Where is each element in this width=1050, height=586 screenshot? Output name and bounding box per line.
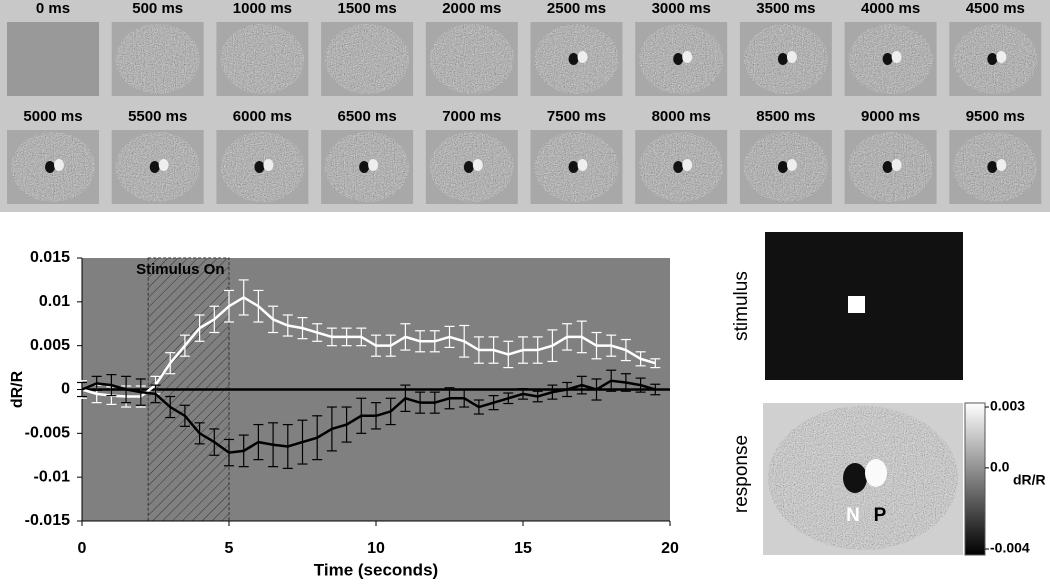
frame-dark-spot [45, 161, 55, 173]
frame-bright-spot [577, 159, 588, 171]
response-bright-spot [865, 459, 887, 487]
response-dark-spot [843, 463, 867, 493]
line-chart: Stimulus On 0.015 0.01 0.005 0 -0.005 -0.01 -0.… [9, 249, 679, 579]
frame-bright-spot [996, 51, 1007, 63]
series-line [81, 379, 656, 454]
colorbar-tick-label: 0.0 [990, 459, 1010, 475]
frame-dark-spot [882, 161, 893, 173]
frame-dark-spot [987, 161, 998, 173]
frame-dark-spot [568, 161, 579, 173]
stimulus-square [848, 296, 865, 313]
annotation: Stimulus On [136, 261, 224, 278]
y-tick-label: 0.005 [30, 337, 70, 354]
frame-label: 7500 ms [547, 108, 606, 125]
y-tick-label: 0 [61, 381, 70, 398]
frame-noise [115, 24, 200, 94]
frame-label: 6000 ms [233, 108, 292, 125]
frame-bright-spot [158, 159, 169, 171]
frame-dark-spot [777, 53, 788, 65]
frame-label: 2500 ms [547, 0, 606, 17]
frame-dark-spot [463, 161, 474, 173]
colorbar-ticks: 0.003 0.0 -0.004 [985, 398, 1030, 556]
colorbar-unit: dR/R [1013, 472, 1046, 488]
frame-bright-spot [891, 159, 902, 171]
frame-noise [220, 24, 305, 94]
frame-dark-spot [882, 53, 893, 65]
frame-noise [429, 24, 514, 94]
frame-bright-spot [472, 159, 483, 171]
frames: 0 ms 500 ms 1000 ms 1500 ms 2000 ms 2500 ms 30… [7, 0, 1042, 204]
frame-noise [325, 24, 410, 94]
y-tick-label: 0.01 [39, 293, 70, 310]
frame-dark-spot [673, 161, 684, 173]
frame-dark-spot [254, 161, 265, 173]
frame-label: 5000 ms [23, 108, 82, 125]
response-label: response [731, 435, 752, 513]
frame-bright-spot [263, 159, 274, 171]
marker-p: P [874, 505, 887, 526]
frame-bright-spot [682, 159, 693, 171]
frame-label: 3000 ms [652, 0, 711, 17]
frame-dark-spot [149, 161, 160, 173]
frame-bright-spot [786, 51, 797, 63]
frame-label: 9000 ms [861, 108, 920, 125]
frame-label: 500 ms [132, 0, 183, 17]
y-tick-label: -0.005 [25, 425, 70, 442]
frame-bright-spot [368, 159, 379, 171]
frame-dark-spot [359, 161, 370, 173]
x-axis-label: Time (seconds) [314, 560, 438, 579]
frame-dark-spot [987, 53, 998, 65]
frame-label: 8500 ms [756, 108, 815, 125]
frame-bright-spot [891, 51, 902, 63]
frame-bright-spot [682, 51, 693, 63]
frame-label: 0 ms [36, 0, 70, 17]
x-tick-label: 20 [661, 540, 679, 557]
frame-label: 8000 ms [652, 108, 711, 125]
frame-label: 9500 ms [966, 108, 1025, 125]
series-line [81, 295, 656, 398]
frame-bright-spot [786, 159, 797, 171]
x-tick-label: 0 [78, 540, 87, 557]
colorbar-tick-label: -0.004 [990, 540, 1030, 556]
y-tick-label: 0.015 [30, 249, 70, 266]
y-axis-label: dR/R [9, 370, 26, 408]
frame-dark-spot [673, 53, 684, 65]
frame-label: 1000 ms [233, 0, 292, 17]
frame-label: 1500 ms [337, 0, 396, 17]
frame-dark-spot [568, 53, 579, 65]
marker-n: N [846, 505, 860, 526]
x-tick-label: 5 [225, 540, 234, 557]
colorbar [964, 402, 986, 556]
frame-image [7, 22, 99, 96]
frame-label: 7000 ms [442, 108, 501, 125]
frame-dark-spot [777, 161, 788, 173]
frame-bright-spot [577, 51, 588, 63]
y-tick-label: -0.01 [34, 468, 71, 485]
frame-label: 6500 ms [337, 108, 396, 125]
frame-bright-spot [996, 159, 1007, 171]
frame-bright-spot [54, 159, 64, 171]
x-tick-label: 15 [514, 540, 532, 557]
frame-label: 3500 ms [756, 0, 815, 17]
frame-label: 2000 ms [442, 0, 501, 17]
frame-label: 5500 ms [128, 108, 187, 125]
y-tick-label: -0.015 [25, 512, 70, 529]
x-tick-label: 10 [367, 540, 385, 557]
stimulus-label: stimulus [731, 271, 752, 341]
colorbar-tick-label: 0.003 [990, 398, 1025, 414]
frame-label: 4500 ms [966, 0, 1025, 17]
frame-label: 4000 ms [861, 0, 920, 17]
